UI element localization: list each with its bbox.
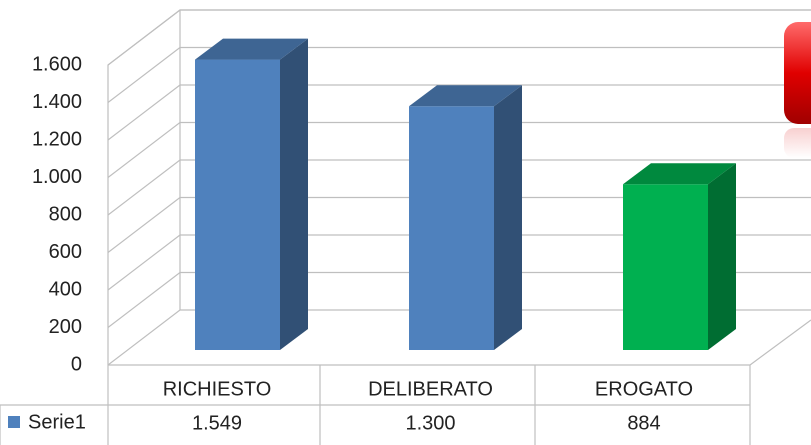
table-value: 1.549 <box>192 412 242 434</box>
y-tick-label: 800 <box>49 203 82 225</box>
bar-top <box>195 38 308 60</box>
y-tick-label: 1.200 <box>32 128 82 150</box>
grid-line <box>107 121 811 178</box>
grid-line <box>107 196 811 253</box>
grid-line <box>107 159 811 216</box>
grid-line <box>107 234 811 291</box>
bar <box>623 184 708 350</box>
grid-line <box>107 271 811 328</box>
y-tick-label: 1.400 <box>32 91 82 113</box>
y-tick-label: 400 <box>49 278 82 300</box>
x-tick-label: EROGATO <box>595 378 693 400</box>
y-tick-label: 0 <box>71 353 82 375</box>
bar-side <box>280 38 308 350</box>
bar <box>409 106 494 350</box>
x-tick-label: DELIBERATO <box>368 378 493 400</box>
grid-line <box>107 9 811 66</box>
bar-top <box>623 163 736 185</box>
legend-swatch <box>8 416 20 428</box>
bar-side <box>494 85 522 350</box>
y-tick-label: 1.600 <box>32 53 82 75</box>
bar <box>195 59 280 350</box>
grid-line <box>107 46 811 103</box>
bar-side <box>708 163 736 350</box>
y-tick-label: 600 <box>49 241 82 263</box>
bar-top <box>409 85 522 107</box>
table-value: 1.300 <box>405 412 455 434</box>
table <box>0 365 751 445</box>
decor-reflection <box>784 128 811 158</box>
x-tick-label: RICHIESTO <box>163 378 272 400</box>
y-tick-label: 200 <box>49 316 82 338</box>
y-tick-label: 1.000 <box>32 166 82 188</box>
decor-button <box>784 22 811 124</box>
grid-line <box>107 84 811 141</box>
grid-line <box>107 309 811 366</box>
legend-label: Serie1 <box>28 411 86 433</box>
table-value: 884 <box>627 412 660 434</box>
